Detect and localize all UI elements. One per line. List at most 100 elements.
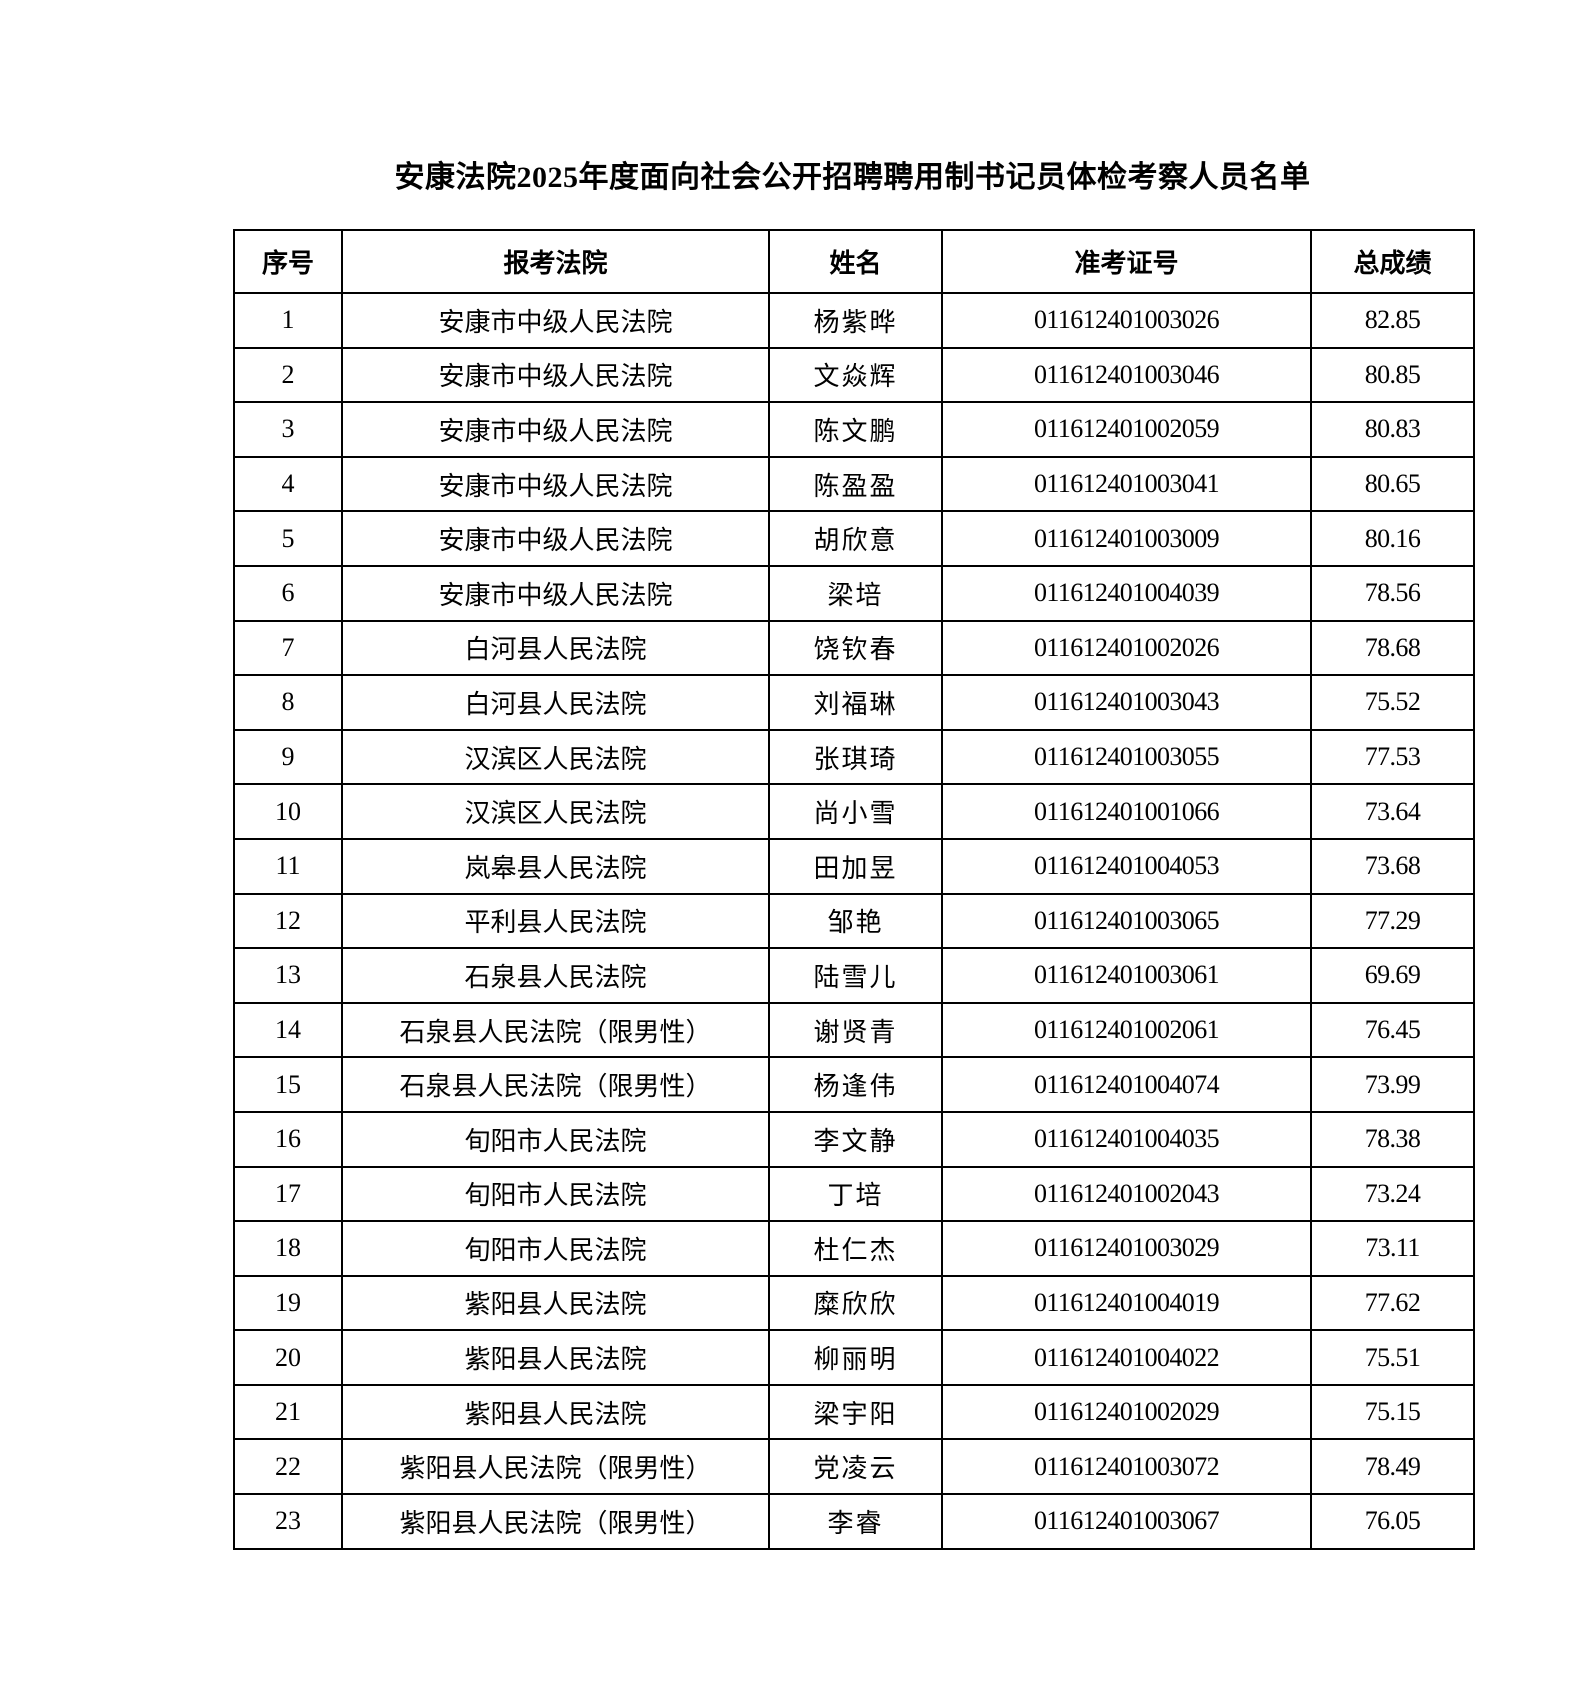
document-title: 安康法院2025年度面向社会公开招聘聘用制书记员体检考察人员名单 [394,161,1311,194]
row-number: 17 [233,1165,343,1223]
table-row: 16 旬阳市人民法院 李文静 011612401004035 78.38 [233,1110,1475,1168]
court-cell: 旬阳市人民法院 [341,1220,770,1277]
row-number: 4 [233,455,343,513]
exam-id-cell: 011612401002026 [941,619,1312,677]
row-number: 14 [233,1001,343,1059]
name-cell: 党凌云 [768,1438,943,1496]
score-cell: 75.51 [1310,1329,1475,1386]
court-cell: 岚皋县人民法院 [341,837,770,895]
row-number: 16 [233,1110,343,1168]
table-row: 8 白河县人民法院 刘福琳 011612401003043 75.52 [233,674,1475,731]
exam-id-cell: 011612401004074 [941,1056,1312,1113]
name-cell: 文焱辉 [768,346,943,404]
table-row: 14 石泉县人民法院（限男性） 谢贤青 011612401002061 76.45 [233,1001,1475,1059]
exam-id-cell: 011612401003029 [941,1220,1312,1277]
table-row: 22 紫阳县人民法院（限男性） 党凌云 011612401003072 78.49 [233,1438,1475,1496]
row-number: 6 [233,564,343,622]
score-cell: 80.85 [1310,346,1475,404]
court-cell: 石泉县人民法院 [341,947,770,1004]
table-row: 21 紫阳县人民法院 梁宇阳 011612401002029 75.15 [233,1383,1475,1441]
row-number: 1 [233,292,343,349]
score-cell: 78.49 [1310,1438,1475,1496]
name-cell: 梁培 [768,564,943,622]
table-row: 6 安康市中级人民法院 梁培 011612401004039 78.56 [233,564,1475,622]
exam-id-cell: 011612401003041 [941,455,1312,513]
header-number: 序号 [233,229,343,294]
name-cell: 陆雪儿 [768,947,943,1004]
score-cell: 78.38 [1310,1110,1475,1168]
court-cell: 白河县人民法院 [341,619,770,677]
score-cell: 75.52 [1310,674,1475,731]
score-cell: 78.68 [1310,619,1475,677]
name-cell: 尚小雪 [768,783,943,840]
court-cell: 紫阳县人民法院 [341,1274,770,1332]
exam-id-cell: 011612401002061 [941,1001,1312,1059]
table-row: 2 安康市中级人民法院 文焱辉 011612401003046 80.85 [233,346,1475,404]
name-cell: 张琪琦 [768,728,943,786]
score-cell: 80.16 [1310,510,1475,567]
candidate-table: 序号 报考法院 姓名 准考证号 总成绩 1 安康市中级人民法院 杨紫晔 0116124… [233,229,1475,1550]
score-cell: 82.85 [1310,292,1475,349]
exam-id-cell: 011612401004019 [941,1274,1312,1332]
row-number: 3 [233,401,343,458]
score-cell: 77.29 [1310,892,1475,950]
court-cell: 石泉县人民法院（限男性） [341,1056,770,1113]
name-cell: 李睿 [768,1493,943,1550]
exam-id-cell: 011612401003026 [941,292,1312,349]
court-cell: 紫阳县人民法院（限男性） [341,1493,770,1550]
name-cell: 柳丽明 [768,1329,943,1386]
court-cell: 平利县人民法院 [341,892,770,950]
row-number: 21 [233,1383,343,1441]
table-row: 17 旬阳市人民法院 丁培 011612401002043 73.24 [233,1165,1475,1223]
exam-id-cell: 011612401003061 [941,947,1312,1004]
name-cell: 糜欣欣 [768,1274,943,1332]
table-row: 1 安康市中级人民法院 杨紫晔 011612401003026 82.85 [233,292,1475,349]
score-cell: 77.62 [1310,1274,1475,1332]
row-number: 13 [233,947,343,1004]
row-number: 7 [233,619,343,677]
row-number: 5 [233,510,343,567]
name-cell: 刘福琳 [768,674,943,731]
score-cell: 75.15 [1310,1383,1475,1441]
name-cell: 谢贤青 [768,1001,943,1059]
row-number: 18 [233,1220,343,1277]
exam-id-cell: 011612401001066 [941,783,1312,840]
score-cell: 69.69 [1310,947,1475,1004]
row-number: 8 [233,674,343,731]
court-cell: 旬阳市人民法院 [341,1110,770,1168]
exam-id-cell: 011612401003009 [941,510,1312,567]
table-row: 5 安康市中级人民法院 胡欣意 011612401003009 80.16 [233,510,1475,567]
table-row: 12 平利县人民法院 邹艳 011612401003065 77.29 [233,892,1475,950]
header-exam-id: 准考证号 [941,229,1312,294]
court-cell: 旬阳市人民法院 [341,1165,770,1223]
table-row: 19 紫阳县人民法院 糜欣欣 011612401004019 77.62 [233,1274,1475,1332]
exam-id-cell: 011612401004039 [941,564,1312,622]
exam-id-cell: 011612401002029 [941,1383,1312,1441]
court-cell: 紫阳县人民法院 [341,1329,770,1386]
table-row: 10 汉滨区人民法院 尚小雪 011612401001066 73.64 [233,783,1475,840]
table-row: 9 汉滨区人民法院 张琪琦 011612401003055 77.53 [233,728,1475,786]
row-number: 12 [233,892,343,950]
exam-id-cell: 011612401004053 [941,837,1312,895]
score-cell: 73.24 [1310,1165,1475,1223]
table-header-row: 序号 报考法院 姓名 准考证号 总成绩 [233,229,1475,294]
table-row: 20 紫阳县人民法院 柳丽明 011612401004022 75.51 [233,1329,1475,1386]
table-row: 4 安康市中级人民法院 陈盈盈 011612401003041 80.65 [233,455,1475,513]
exam-id-cell: 011612401003046 [941,346,1312,404]
exam-id-cell: 011612401003055 [941,728,1312,786]
score-cell: 73.64 [1310,783,1475,840]
name-cell: 杨紫晔 [768,292,943,349]
name-cell: 陈文鹏 [768,401,943,458]
row-number: 15 [233,1056,343,1113]
exam-id-cell: 011612401002043 [941,1165,1312,1223]
row-number: 23 [233,1493,343,1550]
exam-id-cell: 011612401004035 [941,1110,1312,1168]
table-row: 7 白河县人民法院 饶钦春 011612401002026 78.68 [233,619,1475,677]
row-number: 2 [233,346,343,404]
name-cell: 田加昱 [768,837,943,895]
exam-id-cell: 011612401004022 [941,1329,1312,1386]
row-number: 22 [233,1438,343,1496]
court-cell: 安康市中级人民法院 [341,510,770,567]
score-cell: 77.53 [1310,728,1475,786]
name-cell: 李文静 [768,1110,943,1168]
